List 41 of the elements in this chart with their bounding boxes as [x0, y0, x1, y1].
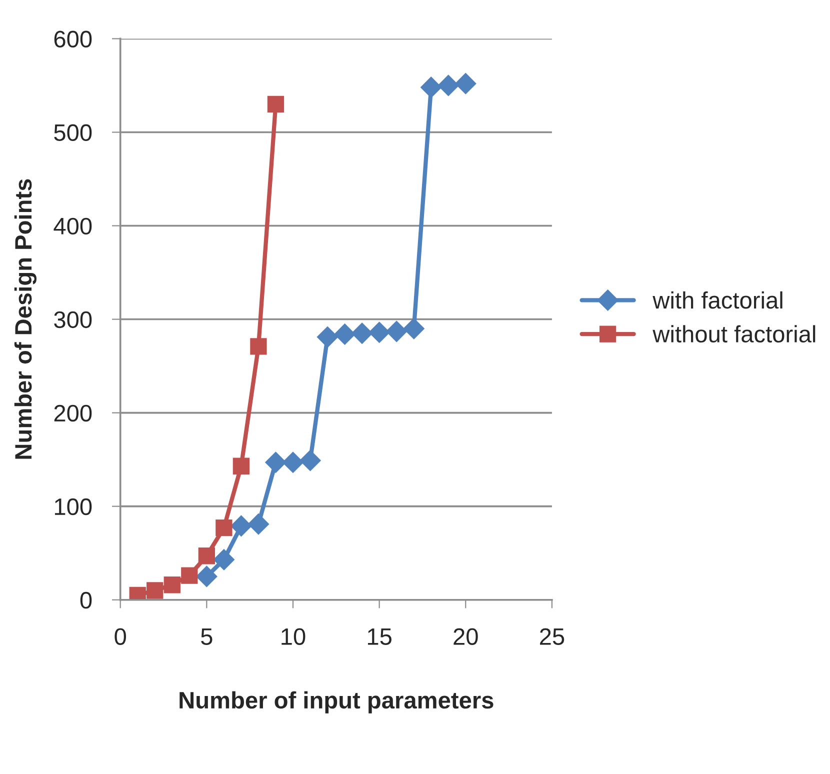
legend-label: with factorial	[652, 291, 782, 309]
y-tick-label: 200	[54, 404, 92, 422]
point	[248, 514, 269, 535]
point	[181, 567, 198, 584]
y-tick-label: 500	[54, 124, 92, 142]
y-tick-label: 600	[54, 30, 92, 48]
point	[230, 515, 252, 536]
x-tick-label: 20	[454, 628, 478, 645]
legend-label: without factorial	[652, 325, 816, 343]
point	[216, 520, 232, 536]
x-tick-label: 5	[201, 628, 212, 645]
y-tick-label: 100	[54, 498, 92, 516]
point	[232, 458, 250, 474]
point	[300, 450, 321, 472]
point	[250, 338, 267, 355]
x-tick-label: 15	[368, 628, 392, 645]
x-tick-label: 25	[540, 628, 564, 645]
point	[213, 549, 234, 570]
point	[282, 452, 304, 473]
point	[196, 566, 218, 587]
x-tick-label: 10	[282, 628, 306, 645]
y-axis-title: Number of Design Points	[14, 179, 37, 459]
y-tick-label: 400	[54, 218, 92, 235]
x-axis-title: Number of input parameters	[180, 691, 494, 714]
point	[352, 322, 373, 344]
point	[438, 74, 459, 96]
y-tick-label: 0	[80, 592, 92, 609]
point	[198, 548, 216, 564]
x-tick-label: 0	[114, 628, 126, 645]
point	[265, 452, 286, 473]
point	[420, 76, 442, 98]
point	[368, 322, 390, 343]
y-tick-label: 300	[54, 311, 92, 328]
point	[317, 326, 338, 348]
point	[267, 96, 284, 112]
point	[455, 73, 476, 94]
point	[146, 582, 164, 599]
point	[386, 320, 408, 342]
point	[403, 318, 424, 340]
point	[334, 324, 356, 345]
point	[164, 576, 180, 594]
